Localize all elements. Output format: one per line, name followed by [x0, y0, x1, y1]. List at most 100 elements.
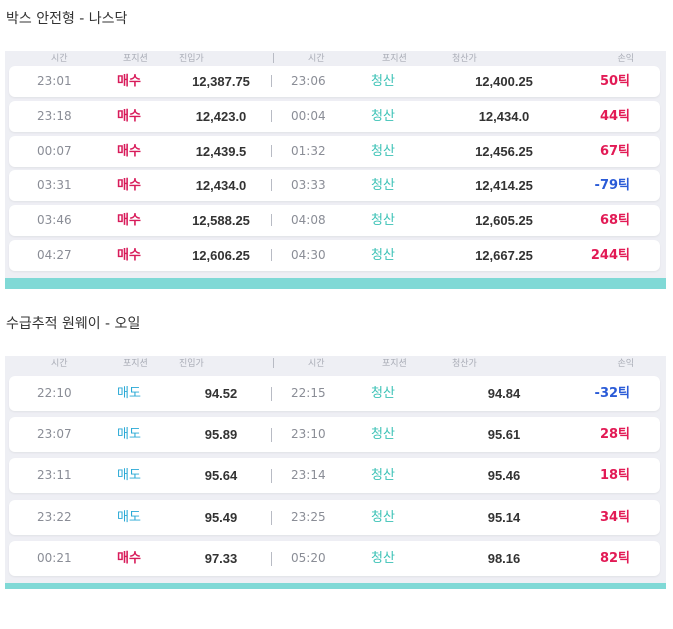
section-bottom-bar [5, 278, 666, 289]
header-position: 포지션 [123, 359, 148, 369]
header-pnl: 손익 [617, 54, 634, 64]
exit-time: 23:06 [291, 74, 326, 88]
exit-position: 청산 [371, 248, 395, 263]
entry-position: 매도 [117, 386, 141, 401]
entry-price: 12,439.5 [195, 143, 247, 159]
exit-price: 12,456.25 [475, 143, 533, 159]
exit-price: 12,400.25 [475, 74, 533, 89]
entry-time: 22:10 [37, 386, 72, 400]
entry-position: 매수 [117, 74, 141, 89]
section-title-nasdaq: 박스 안전형 - 나스닥 [6, 11, 128, 27]
entry-price: 12,387.75 [192, 74, 250, 89]
entry-price: 12,606.25 [192, 248, 250, 263]
entry-position: 매수 [117, 213, 141, 229]
exit-time: 01:32 [291, 143, 326, 158]
entry-time: 23:01 [37, 74, 72, 88]
exit-time: 04:08 [291, 213, 326, 228]
header-pnl: 손익 [617, 359, 634, 369]
entry-time: 03:46 [37, 213, 72, 228]
table-row: 04:27 매수 12,606.25 04:30 청산 12,667.25 244틱 [9, 240, 660, 271]
exit-price: 98.16 [487, 550, 521, 566]
exit-price: 12,605.25 [475, 213, 533, 229]
entry-price: 95.49 [204, 509, 238, 525]
header-divider [273, 358, 274, 368]
exit-position: 청산 [371, 74, 395, 89]
exit-price: 95.61 [487, 427, 521, 443]
row-divider [271, 75, 272, 87]
exit-position: 청산 [371, 386, 395, 401]
entry-time: 23:18 [37, 108, 72, 123]
entry-price: 12,434.0 [195, 178, 247, 194]
entry-position: 매수 [117, 178, 141, 194]
header-time: 시간 [51, 359, 68, 369]
header-exit-price: 청산가 [452, 54, 477, 64]
entry-time: 00:07 [37, 143, 72, 158]
row-divider [271, 109, 272, 122]
entry-position: 매도 [117, 427, 141, 443]
table-header: 시간 포지션 진입가 시간 포지션 청산가 손익 [5, 51, 666, 65]
entry-position: 매수 [117, 108, 141, 124]
entry-price: 12,588.25 [192, 213, 250, 229]
row-divider [271, 179, 272, 192]
header-exit-price: 청산가 [452, 359, 477, 369]
header-exit-time: 시간 [308, 54, 325, 64]
exit-position: 청산 [371, 468, 395, 484]
entry-price: 97.33 [204, 550, 238, 566]
entry-position: 매도 [117, 509, 141, 525]
header-entry-price: 진입가 [179, 359, 204, 369]
header-exit-position: 포지션 [382, 54, 407, 64]
entry-position: 매수 [117, 143, 141, 159]
exit-time: 05:20 [291, 550, 326, 565]
exit-position: 청산 [371, 178, 395, 194]
pnl-value: 18틱 [599, 468, 630, 484]
entry-time: 23:11 [37, 468, 72, 483]
pnl-value: 68틱 [599, 213, 630, 229]
table-row: 23:01 매수 12,387.75 23:06 청산 12,400.25 50틱 [9, 66, 660, 97]
exit-time: 00:04 [291, 108, 326, 123]
section-title-oil: 수급추적 원웨이 - 오일 [6, 316, 141, 332]
pnl-value: 82틱 [599, 550, 630, 566]
pnl-value: 28틱 [599, 427, 630, 443]
row-divider [271, 428, 272, 443]
entry-price: 95.64 [204, 468, 238, 484]
pnl-value: 244틱 [590, 248, 630, 263]
row-divider [271, 469, 272, 484]
entry-position: 매수 [117, 550, 141, 566]
exit-price: 95.14 [487, 509, 521, 525]
entry-time: 23:07 [37, 427, 72, 442]
exit-price: 12,434.0 [478, 108, 530, 124]
table-row: 23:22 매도 95.49 23:25 청산 95.14 34틱 [9, 499, 660, 535]
exit-price: 12,667.25 [475, 248, 533, 263]
table-row: 23:18 매수 12,423.0 00:04 청산 12,434.0 44틱 [9, 100, 660, 132]
table-row: 00:07 매수 12,439.5 01:32 청산 12,456.25 67틱 [9, 135, 660, 167]
entry-position: 매수 [117, 248, 141, 263]
row-divider [271, 387, 272, 401]
row-divider [271, 510, 272, 525]
header-exit-position: 포지션 [382, 359, 407, 369]
row-divider [271, 551, 272, 566]
exit-position: 청산 [371, 509, 395, 525]
pnl-value: -79틱 [594, 178, 630, 194]
pnl-value: -32틱 [594, 386, 630, 401]
entry-position: 매도 [117, 468, 141, 484]
header-entry-price: 진입가 [179, 54, 204, 64]
entry-time: 23:22 [37, 509, 72, 524]
exit-position: 청산 [371, 213, 395, 229]
header-time: 시간 [51, 54, 68, 64]
exit-time: 23:14 [291, 468, 326, 483]
entry-time: 03:31 [37, 178, 72, 193]
entry-time: 00:21 [37, 550, 72, 565]
exit-time: 23:25 [291, 509, 326, 524]
header-position: 포지션 [123, 54, 148, 64]
table-row: 03:31 매수 12,434.0 03:33 청산 12,414.25 -79틱 [9, 170, 660, 202]
pnl-value: 44틱 [599, 108, 630, 124]
exit-position: 청산 [371, 108, 395, 124]
entry-time: 04:27 [37, 248, 72, 262]
entry-price: 95.89 [204, 427, 238, 443]
trade-table-oil: 시간 포지션 진입가 시간 포지션 청산가 손익 22:10 매도 94.52 22:… [5, 356, 666, 583]
table-row: 00:21 매수 97.33 05:20 청산 98.16 82틱 [9, 540, 660, 576]
row-divider [271, 214, 272, 227]
table-row: 23:07 매도 95.89 23:10 청산 95.61 28틱 [9, 417, 660, 453]
exit-position: 청산 [371, 550, 395, 566]
exit-position: 청산 [371, 427, 395, 443]
